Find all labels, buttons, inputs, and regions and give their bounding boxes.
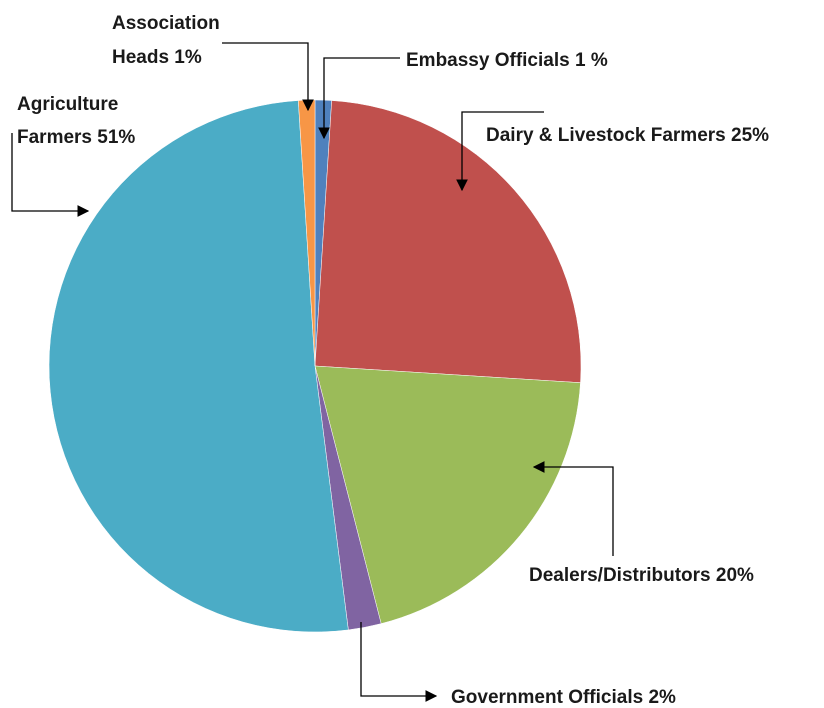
leader-dealers-distributors xyxy=(532,461,614,556)
label-association-heads: Association Heads 1% xyxy=(112,13,225,68)
leader-embassy-officials xyxy=(318,57,400,140)
label-dealers-distributors: Dealers/Distributors 20% xyxy=(529,565,754,586)
leader-agriculture-farmers xyxy=(11,133,90,217)
pie-slices xyxy=(48,99,582,633)
slice-agriculture-farmers xyxy=(48,100,349,633)
label-dealers-distributors-line1: Dealers/Distributors 20% xyxy=(529,565,754,586)
leader-lines xyxy=(11,42,614,702)
label-embassy-officials: Embassy Officials 1 % xyxy=(406,50,608,71)
label-agriculture-farmers-line2: Farmers 51% xyxy=(17,127,135,148)
slice-dealers-distributors xyxy=(314,365,581,624)
label-government-officials-line1: Government Officials 2% xyxy=(451,687,676,708)
label-agriculture-farmers-line1: Agriculture xyxy=(17,94,118,115)
leader-association-heads xyxy=(222,42,314,112)
label-association-heads-line2: Heads 1% xyxy=(112,47,202,68)
leader-government-officials xyxy=(360,622,438,702)
label-dairy-livestock-farmers: Dairy & Livestock Farmers 25% xyxy=(486,125,769,146)
data-labels: Association Heads 1% Embassy Officials 1… xyxy=(17,13,769,708)
label-association-heads-line1: Association xyxy=(112,13,220,34)
leader-dairy-livestock-farmers xyxy=(456,111,544,192)
label-dairy-livestock-farmers-line1: Dairy & Livestock Farmers 25% xyxy=(486,125,769,146)
slice-dairy-livestock-farmers xyxy=(314,100,582,383)
label-embassy-officials-line1: Embassy Officials 1 % xyxy=(406,50,608,71)
label-agriculture-farmers: Agriculture Farmers 51% xyxy=(17,94,135,148)
label-government-officials: Government Officials 2% xyxy=(451,687,676,708)
